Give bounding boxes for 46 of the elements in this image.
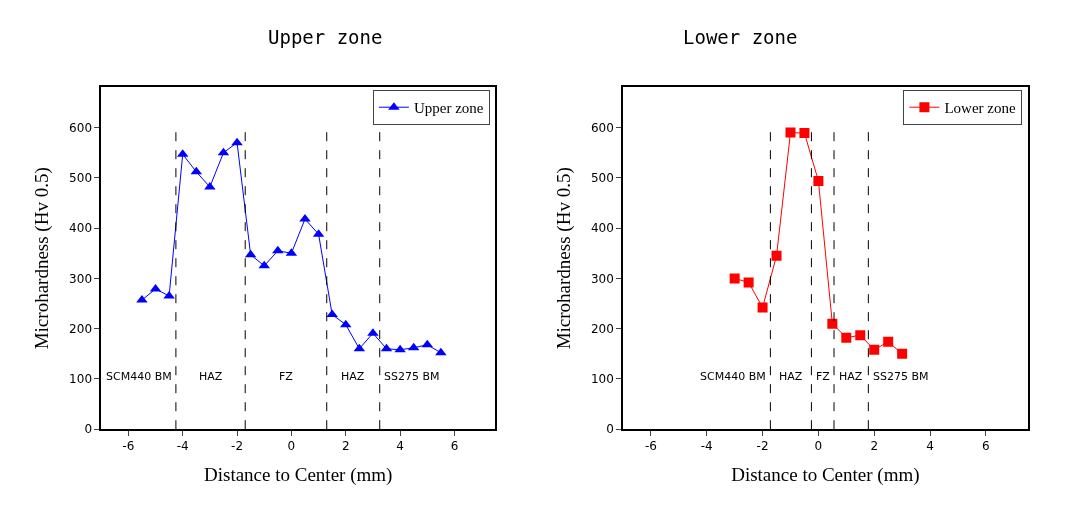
x-tick-label: -6 bbox=[644, 439, 657, 454]
y-tick-label: 300 bbox=[590, 271, 614, 286]
y-tick-label: 0 bbox=[606, 422, 614, 437]
y-tick-label: 500 bbox=[69, 171, 93, 186]
x-tick-label: 4 bbox=[396, 439, 404, 454]
annotation: HAZ bbox=[779, 370, 803, 383]
y-tick-label: 100 bbox=[69, 372, 93, 387]
annotation: SS275 BM bbox=[873, 370, 929, 383]
x-axis-title: Distance to Center (mm) bbox=[204, 463, 393, 486]
x-tick-label: 4 bbox=[926, 439, 934, 454]
y-tick-label: 600 bbox=[590, 120, 614, 135]
annotation: SCM440 BM bbox=[106, 370, 172, 383]
y-tick-label: 400 bbox=[590, 221, 614, 236]
annotation: SS275 BM bbox=[384, 370, 440, 383]
y-tick-label: 300 bbox=[69, 271, 93, 286]
chart-title: Upper zone bbox=[268, 26, 383, 48]
legend-label: Lower zone bbox=[944, 100, 1016, 117]
x-tick-label: -4 bbox=[176, 439, 189, 454]
y-tick-label: 200 bbox=[69, 321, 93, 336]
legend-label: Upper zone bbox=[413, 100, 484, 117]
x-tick-label: -6 bbox=[122, 439, 135, 454]
x-tick-label: 0 bbox=[287, 439, 296, 454]
y-tick-label: 100 bbox=[590, 372, 614, 387]
y-axis-title: Microhardness (Hv 0.5) bbox=[31, 167, 54, 350]
y-tick-label: 200 bbox=[590, 321, 614, 336]
annotation: HAZ bbox=[341, 370, 365, 383]
annotation: SCM440 BM bbox=[700, 370, 766, 383]
y-tick-label: 0 bbox=[84, 422, 93, 437]
y-tick-label: 500 bbox=[590, 171, 614, 186]
x-tick-label: 6 bbox=[450, 439, 459, 454]
x-tick-label: -4 bbox=[700, 439, 713, 454]
annotation: FZ bbox=[279, 370, 294, 383]
y-tick-label: 400 bbox=[69, 221, 93, 236]
x-tick-label: -2 bbox=[756, 439, 769, 454]
y-axis-title: Microhardness (Hv 0.5) bbox=[553, 167, 576, 350]
annotation: HAZ bbox=[199, 370, 223, 383]
x-tick-label: -2 bbox=[231, 439, 244, 454]
x-tick-label: 2 bbox=[870, 439, 879, 454]
x-tick-label: 0 bbox=[814, 439, 823, 454]
annotation: FZ bbox=[816, 370, 831, 383]
x-tick-label: 2 bbox=[341, 439, 350, 454]
x-tick-label: 6 bbox=[982, 439, 990, 454]
chart-title: Lower zone bbox=[683, 26, 798, 48]
y-tick-label: 600 bbox=[69, 120, 93, 135]
annotation: HAZ bbox=[839, 370, 863, 383]
x-axis-title: Distance to Center (mm) bbox=[731, 463, 920, 486]
